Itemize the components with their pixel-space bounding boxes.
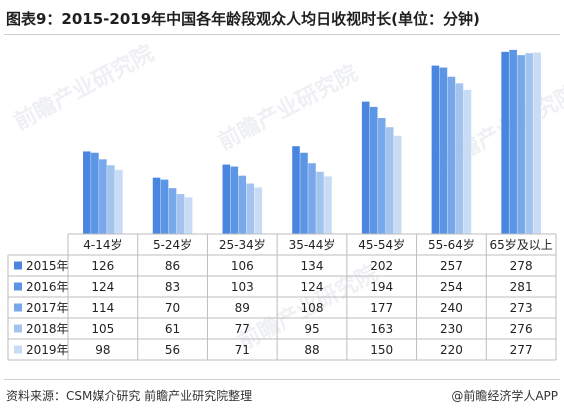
data-value: 163 <box>370 322 393 336</box>
bar-7-2 <box>509 49 517 235</box>
legend-swatch-4 <box>14 324 22 333</box>
data-value: 106 <box>231 259 254 273</box>
data-value: 70 <box>165 301 180 315</box>
data-value: 108 <box>301 301 324 315</box>
series-name: 2017年 <box>26 301 69 315</box>
data-value: 273 <box>510 301 533 315</box>
bar-6-4 <box>455 83 464 234</box>
data-value: 177 <box>370 301 393 315</box>
data-value: 124 <box>91 280 114 294</box>
bar-2-3 <box>168 188 177 234</box>
bar-4-4 <box>316 171 324 234</box>
bar-1-5 <box>115 169 123 234</box>
bar-2-1 <box>152 177 161 234</box>
bar-4-1 <box>292 146 300 234</box>
bar-6-5 <box>463 89 472 234</box>
data-value: 220 <box>440 343 463 357</box>
data-value: 61 <box>165 322 180 336</box>
bar-7-5 <box>533 52 541 234</box>
data-value: 254 <box>440 280 463 294</box>
bar-3-3 <box>238 175 247 234</box>
bar-6-2 <box>439 67 448 234</box>
bar-4-5 <box>324 176 332 234</box>
bar-7-1 <box>501 51 509 234</box>
bar-2-4 <box>176 194 185 234</box>
bar-5-3 <box>377 118 386 234</box>
data-value: 56 <box>165 343 180 357</box>
series-name: 2018年 <box>26 322 69 336</box>
data-value: 88 <box>304 343 319 357</box>
bar-1-4 <box>107 165 115 234</box>
bar-7-4 <box>525 53 533 234</box>
bar-1-3 <box>99 159 107 234</box>
data-value: 150 <box>370 343 393 357</box>
bar-4-2 <box>300 152 308 234</box>
bar-7-3 <box>517 55 525 234</box>
legend-swatch-1 <box>14 261 22 270</box>
bar-3-5 <box>254 187 263 234</box>
data-value: 77 <box>235 322 250 336</box>
legend-swatch-2 <box>14 282 22 291</box>
series-name: 2019年 <box>26 343 69 357</box>
series-name: 2016年 <box>26 280 69 294</box>
data-value: 257 <box>440 259 463 273</box>
bar-2-5 <box>184 197 193 234</box>
data-value: 202 <box>370 259 393 273</box>
data-value: 95 <box>304 322 319 336</box>
category-label: 45-54岁 <box>358 237 405 252</box>
data-value: 103 <box>231 280 254 294</box>
bar-3-4 <box>246 183 255 234</box>
data-value: 278 <box>510 259 533 273</box>
data-value: 124 <box>301 280 324 294</box>
data-value: 276 <box>510 322 533 336</box>
category-label: 4-14岁 <box>83 237 122 252</box>
chart-title: 图表9：2015-2019年中国各年龄段观众人均日收视时长(单位：分钟) <box>6 10 480 28</box>
category-label: 35-44岁 <box>289 237 336 252</box>
bar-6-3 <box>447 76 456 234</box>
bar-5-2 <box>369 106 378 234</box>
bar-4-3 <box>308 163 316 234</box>
data-value: 134 <box>301 259 324 273</box>
bar-5-4 <box>385 127 394 234</box>
bar-3-2 <box>230 166 239 234</box>
data-value: 98 <box>95 343 110 357</box>
bar-5-1 <box>361 101 370 234</box>
data-value: 277 <box>510 343 533 357</box>
legend-swatch-5 <box>14 345 22 354</box>
data-value: 83 <box>165 280 180 294</box>
data-value: 126 <box>91 259 114 273</box>
data-value: 86 <box>165 259 180 273</box>
data-value: 230 <box>440 322 463 336</box>
data-value: 194 <box>370 280 393 294</box>
data-value: 114 <box>91 301 114 315</box>
data-value: 281 <box>510 280 533 294</box>
data-value: 240 <box>440 301 463 315</box>
source-note: 资料来源：CSM媒介研究 前瞻产业研究院整理 <box>6 389 253 403</box>
bar-5-5 <box>393 135 402 234</box>
bar-2-2 <box>160 179 169 234</box>
series-name: 2015年 <box>26 259 69 273</box>
bar-3-1 <box>222 164 231 234</box>
legend-swatch-3 <box>14 303 22 312</box>
footer-divider <box>4 379 560 380</box>
category-label: 65岁及以上 <box>489 237 552 252</box>
credit-note: @前瞻经济学人APP <box>451 389 558 403</box>
data-value: 89 <box>235 301 250 315</box>
category-label: 25-34岁 <box>219 237 266 252</box>
category-label: 55-64岁 <box>428 237 475 252</box>
bar-6-1 <box>431 65 440 235</box>
bar-1-2 <box>91 152 99 234</box>
data-value: 71 <box>235 343 250 357</box>
title-divider <box>4 34 560 35</box>
data-value: 105 <box>91 322 114 336</box>
bar-1-1 <box>83 151 91 234</box>
category-label: 5-24岁 <box>153 237 192 252</box>
